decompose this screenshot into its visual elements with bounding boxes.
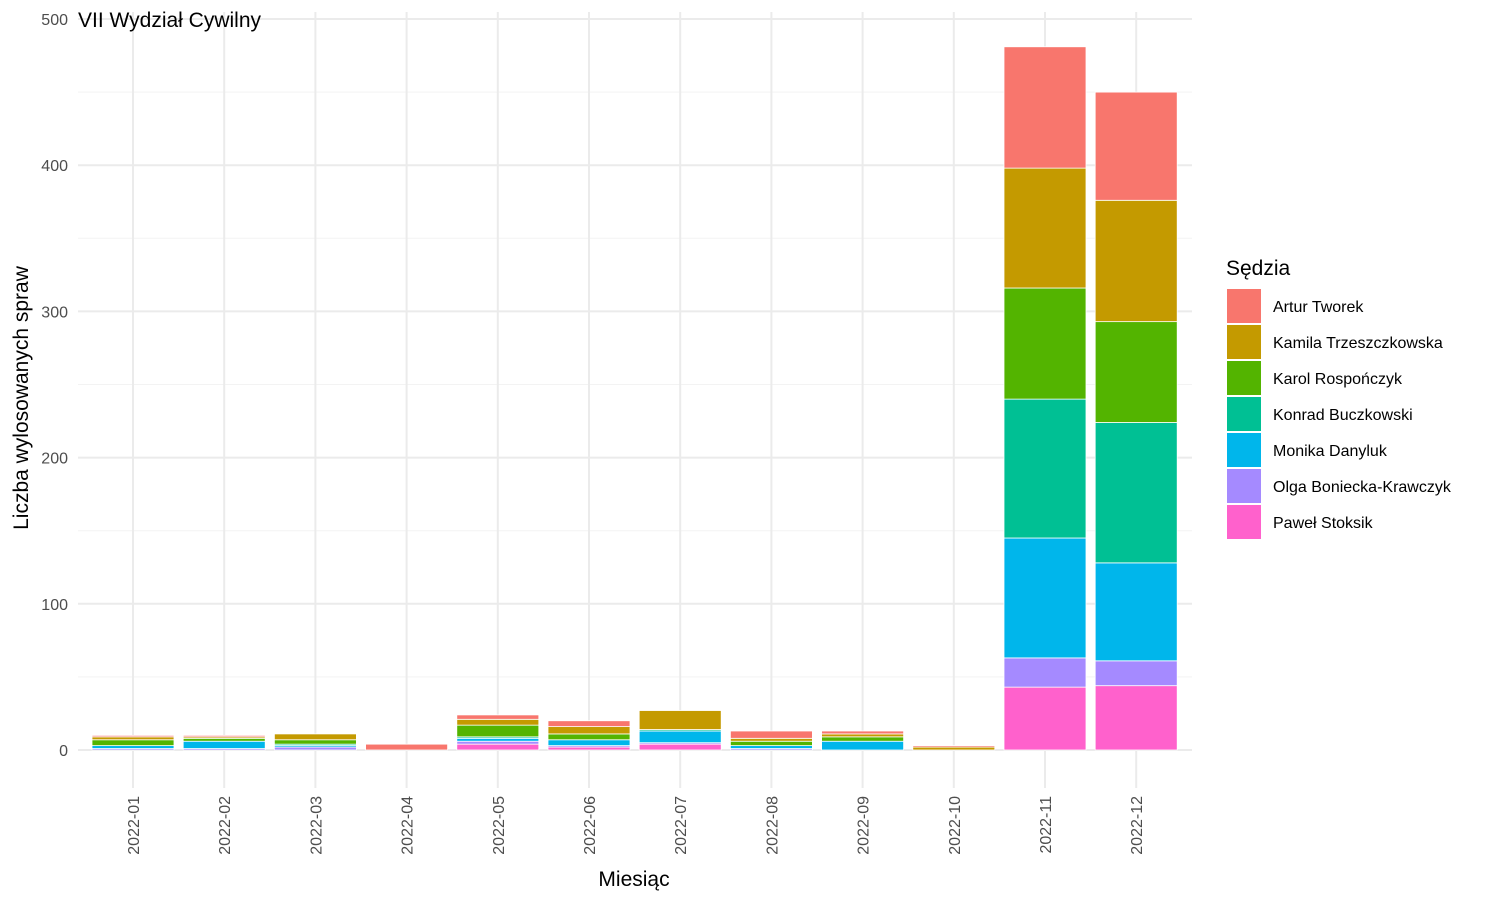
x-tick-label: 2022-07 [673,796,690,855]
bar-segment [91,745,175,749]
bar-segment [547,733,631,741]
bar-segment [1003,657,1087,688]
x-tick-label: 2022-04 [400,796,417,855]
bar-segment [456,724,540,738]
x-axis-ticks: 2022-01 2022-02 2022-03 2022-04 2022-05 2022-… [126,796,1146,855]
bar-segment [1094,422,1178,564]
legend-swatch [1227,361,1261,395]
legend-swatch [1227,325,1261,359]
legend-label: Kamila Trzeszczkowska [1273,335,1443,352]
legend-label: Paweł Stoksik [1273,515,1374,532]
bar-segment [821,733,904,738]
bar-segment [456,740,540,745]
legend-swatch [1227,397,1261,431]
x-tick-label: 2022-12 [1129,796,1146,855]
y-tick-label: 500 [41,12,68,29]
bar-segment [273,746,357,751]
bar-segment [730,730,813,739]
bar-segment [547,720,631,728]
bar-segment [273,733,357,741]
bar-segment [1094,321,1178,423]
legend-label: Karol Rospończyk [1273,371,1403,388]
legend-swatch [1227,433,1261,467]
x-tick-label: 2022-11 [1038,796,1055,854]
bar-segment [547,739,631,747]
bar-segment [730,740,813,747]
bar-segment [730,737,813,742]
x-tick-label: 2022-10 [947,796,964,855]
legend-label: Artur Tworek [1273,299,1364,316]
bar-segment [1094,199,1178,323]
y-tick-label: 400 [41,158,68,175]
bar-segment [182,734,266,738]
bar-segment [821,730,904,735]
legend-title: Sędzia [1226,257,1291,280]
bar-segment [456,718,540,726]
bar-segment [456,737,540,742]
bar-segment [547,746,631,751]
bar-segment [638,730,722,744]
bar-segment [1003,537,1087,659]
bar-segment [638,710,722,730]
bar-segment [1003,398,1087,539]
bar-segment [91,734,175,738]
bar-segment [1094,685,1178,751]
legend-swatch [1227,505,1261,539]
legend-swatch [1227,469,1261,503]
bar-segment [1094,660,1178,687]
bar-segment [182,737,266,742]
chart-title: VII Wydział Cywilny [78,9,262,32]
bar-segment [1094,91,1178,201]
x-tick-label: 2022-01 [126,796,143,855]
y-tick-label: 300 [41,304,68,321]
bar-segment [912,745,996,748]
bar-segment [912,746,996,751]
x-tick-label: 2022-08 [764,796,781,855]
x-tick-label: 2022-02 [217,796,234,855]
legend-label: Konrad Buczkowski [1273,407,1413,424]
bar-segment [456,714,540,720]
bars [91,46,1178,751]
bar-segment [821,736,904,742]
bar-segment [365,743,449,751]
bar-segment [273,739,357,745]
legend: Sędzia Artur Tworek Kamila Trzeszczkowska… [1226,257,1452,539]
bar-segment [1003,167,1087,289]
x-tick-label: 2022-03 [308,796,325,855]
y-tick-label: 200 [41,451,68,468]
bar-segment [1003,287,1087,400]
bar-segment [1003,46,1087,169]
y-tick-label: 100 [41,597,68,614]
x-tick-label: 2022-05 [491,796,508,855]
legend-label: Monika Danyluk [1273,443,1388,460]
bar-segment [91,736,175,741]
bar-segment [91,739,175,747]
y-axis-title: Liczba wylosowanych spraw [10,265,33,530]
y-tick-label: 0 [59,743,68,760]
bar-segment [821,740,904,751]
bar-segment [1003,686,1087,751]
x-axis-title: Miesiąc [598,868,669,891]
bar-segment [182,740,266,749]
x-tick-label: 2022-06 [582,796,599,855]
legend-label: Olga Boniecka-Krawczyk [1273,479,1452,496]
y-axis-ticks: 0 100 200 300 400 500 [41,12,68,760]
x-tick-label: 2022-09 [856,796,873,855]
legend-swatch [1227,289,1261,323]
bar-segment [638,743,722,751]
bar-segment [1094,562,1178,662]
bar-segment [547,726,631,735]
bar-segment [730,745,813,749]
bar-segment [456,743,540,751]
